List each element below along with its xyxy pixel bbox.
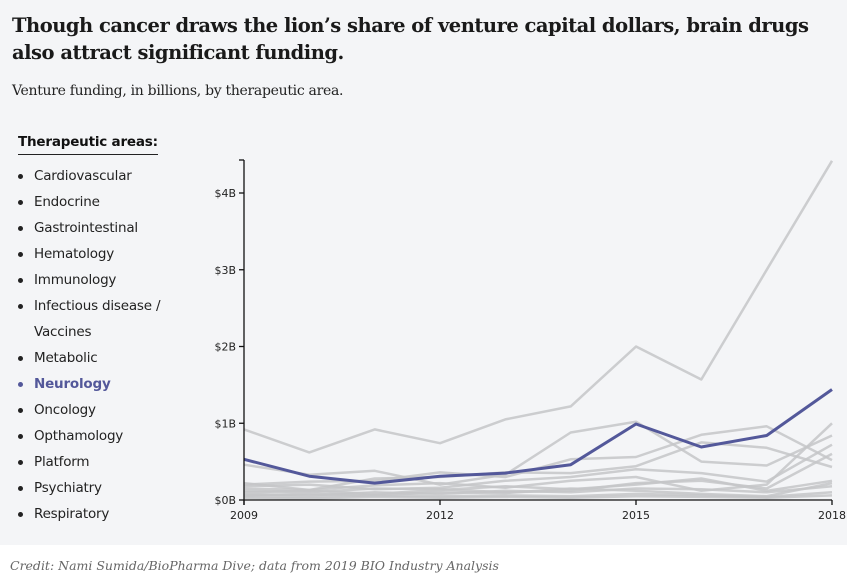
legend-list: Cardiovascular Endocrine Gastrointestinal H… (18, 163, 198, 527)
legend-item-label: Infectious disease / Vaccines (34, 298, 161, 340)
bullet-icon (18, 226, 23, 231)
series-line-platform[interactable] (243, 425, 833, 486)
bullet-icon (18, 278, 23, 283)
chart-title: Though cancer draws the lion’s share of … (12, 14, 809, 64)
bullet-icon (18, 382, 23, 387)
chart-subtitle: Venture funding, in billions, by therape… (12, 83, 344, 99)
y-tick-label: $2B (214, 341, 236, 354)
bullet-icon (18, 252, 23, 257)
x-tick-label: 2009 (230, 509, 258, 522)
legend-title: Therapeutic areas: (18, 134, 158, 155)
bullet-icon (18, 512, 23, 517)
legend-item-opthamology[interactable]: Opthamology (18, 423, 198, 449)
series-line-infectious-disease-vaccines[interactable] (243, 420, 833, 486)
legend: Therapeutic areas: Cardiovascular Endocri… (18, 133, 198, 527)
legend-item-neurology[interactable]: Neurology (18, 371, 198, 397)
legend-item-label: Oncology (34, 402, 96, 418)
bullet-icon (18, 434, 23, 439)
legend-item-label: Endocrine (34, 194, 100, 210)
bullet-icon (18, 408, 23, 413)
credit: Credit: Nami Sumida/BioPharma Dive; data… (10, 558, 499, 573)
series-line-neurology[interactable] (243, 388, 833, 485)
bullet-icon (18, 460, 23, 465)
x-tick-label: 2012 (426, 509, 454, 522)
line-chart: $0B $1B $2B $3B $4B 2009 2012 2015 2018 (214, 159, 846, 522)
bullet-icon (18, 486, 23, 491)
x-tick-label: 2018 (818, 509, 846, 522)
bullet-icon (18, 356, 23, 361)
bullet-icon (18, 174, 23, 179)
legend-item-label: Metabolic (34, 350, 98, 366)
bullet-icon (18, 200, 23, 205)
series-line-hematology[interactable] (243, 477, 833, 496)
legend-item-platform[interactable]: Platform (18, 449, 198, 475)
legend-item-immunology[interactable]: Immunology (18, 267, 198, 293)
legend-item-label: Immunology (34, 272, 117, 288)
legend-item-psychiatry[interactable]: Psychiatry (18, 475, 198, 501)
legend-item-endocrine[interactable]: Endocrine (18, 189, 198, 215)
x-tick-label: 2015 (622, 509, 650, 522)
legend-item-oncology[interactable]: Oncology (18, 397, 198, 423)
legend-item-respiratory[interactable]: Respiratory (18, 501, 198, 527)
y-tick-label: $1B (214, 417, 236, 430)
legend-item-label: Gastrointestinal (34, 220, 138, 236)
legend-item-infectious-disease-vaccines[interactable]: Infectious disease / Vaccines (18, 293, 198, 345)
legend-item-hematology[interactable]: Hematology (18, 241, 198, 267)
bullet-icon (18, 304, 23, 309)
legend-item-label: Respiratory (34, 506, 110, 522)
series-line-oncology[interactable] (243, 160, 834, 454)
legend-item-label: Platform (34, 454, 90, 470)
series-line-cardiovascular[interactable] (243, 422, 833, 493)
legend-item-label: Opthamology (34, 428, 124, 444)
legend-item-label: Cardiovascular (34, 168, 132, 184)
y-tick-label: $0B (214, 494, 236, 507)
series-line-psychiatry[interactable] (243, 494, 833, 500)
legend-item-gastrointestinal[interactable]: Gastrointestinal (18, 215, 198, 241)
y-tick-label: $3B (214, 264, 236, 277)
series-line-immunology[interactable] (243, 441, 833, 492)
legend-item-cardiovascular[interactable]: Cardiovascular (18, 163, 198, 189)
legend-item-label: Neurology (34, 376, 111, 392)
chart-panel (0, 0, 847, 545)
y-tick-label: $4B (214, 187, 236, 200)
legend-item-label: Psychiatry (34, 480, 102, 496)
legend-item-metabolic[interactable]: Metabolic (18, 345, 198, 371)
legend-item-label: Hematology (34, 246, 115, 262)
